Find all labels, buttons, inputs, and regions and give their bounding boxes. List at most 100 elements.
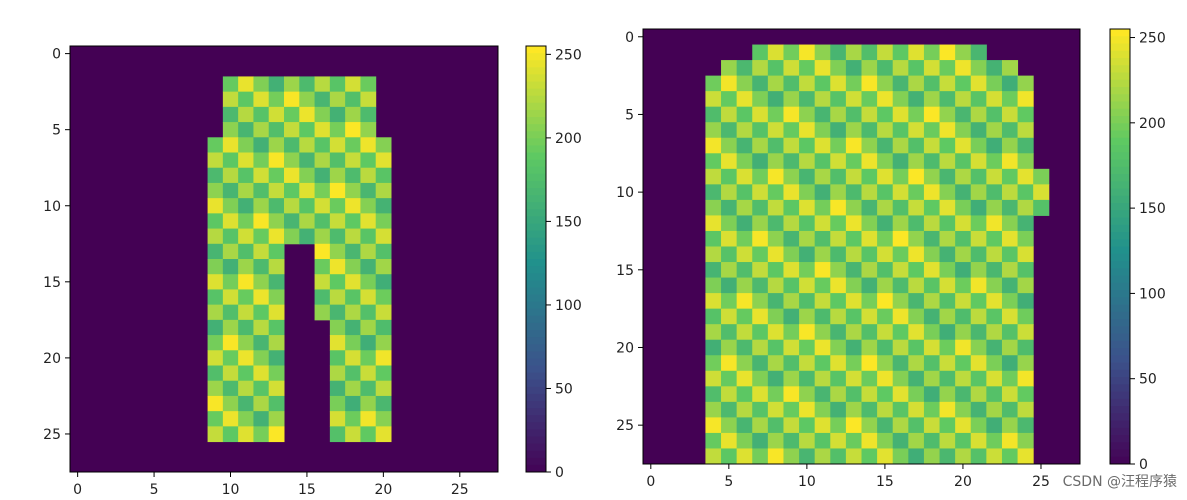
colorbar-segment: [526, 358, 546, 366]
heatmap-cell: [939, 324, 956, 341]
heatmap-cell: [986, 355, 1003, 372]
heatmap-cell: [345, 289, 361, 306]
heatmap-cell: [767, 339, 784, 356]
heatmap-cell: [238, 350, 254, 366]
heatmap-cell: [752, 75, 769, 92]
heatmap-cell: [238, 228, 254, 245]
heatmap-cell: [908, 168, 925, 185]
heatmap-cell: [861, 308, 878, 325]
heatmap-cell: [892, 401, 909, 418]
heatmap-cell: [861, 324, 878, 341]
heatmap-cell: [970, 432, 987, 449]
heatmap-cell: [329, 91, 346, 108]
heatmap-cell: [207, 395, 224, 412]
heatmap-cell: [814, 432, 831, 449]
heatmap-cell: [314, 198, 331, 214]
heatmap-cell: [908, 262, 925, 279]
heatmap-cell: [345, 122, 361, 138]
heatmap-cell: [360, 106, 377, 123]
y-tick-label: 0: [52, 47, 61, 63]
heatmap-cell: [783, 168, 800, 185]
heatmap-cell: [360, 76, 377, 93]
heatmap-cell: [329, 76, 346, 93]
heatmap-cell: [314, 259, 331, 275]
heatmap-cell: [783, 199, 800, 216]
heatmap-cell: [705, 262, 722, 279]
heatmap-cell: [939, 44, 956, 61]
colorbar-frame: [525, 45, 547, 473]
heatmap-cell: [705, 324, 722, 341]
heatmap-cell: [360, 259, 377, 275]
heatmap-cell: [222, 395, 239, 412]
heatmap-cell: [845, 44, 862, 61]
heatmap-cell: [752, 91, 769, 108]
heatmap-cell: [970, 199, 987, 216]
heatmap-cell: [238, 380, 254, 397]
heatmap-cell: [923, 168, 941, 185]
heatmap-cell: [955, 277, 972, 294]
heatmap-cell: [892, 386, 909, 403]
heatmap-cell: [892, 168, 909, 185]
heatmap-cell: [892, 91, 909, 108]
colorbar-segment: [526, 81, 546, 90]
heatmap-cell: [814, 386, 831, 403]
heatmap-cell: [814, 153, 831, 170]
heatmap-cell: [721, 417, 738, 434]
heatmap-cell: [939, 277, 956, 294]
colorbar-segment: [526, 259, 546, 267]
heatmap-cell: [253, 91, 270, 108]
heatmap-cell: [939, 293, 956, 310]
heatmap-cell: [767, 401, 784, 418]
heatmap-cell: [222, 259, 239, 275]
colorbar-segment: [526, 46, 546, 54]
heatmap-cell: [970, 44, 987, 61]
colorbar-segment: [526, 67, 546, 75]
colorbar-tick-label: 50: [555, 381, 573, 397]
heatmap-cell: [955, 262, 972, 279]
heatmap-cell: [360, 365, 377, 382]
heatmap-cell: [767, 308, 784, 325]
heatmap-cell: [908, 60, 925, 77]
heatmap-cell: [1001, 230, 1019, 247]
heatmap-cell: [752, 324, 769, 341]
heatmap-cell: [783, 417, 800, 434]
colorbar-segment: [526, 379, 546, 388]
heatmap-cell: [253, 319, 270, 336]
heatmap-cell: [877, 355, 894, 372]
heatmap-cell: [721, 293, 738, 310]
heatmap-cell: [939, 215, 956, 232]
heatmap-cell: [955, 91, 972, 108]
heatmap-cell: [830, 91, 847, 108]
heatmap-cell: [767, 370, 784, 387]
heatmap-cell: [970, 153, 987, 170]
colorbar-segment: [526, 280, 546, 288]
heatmap-cell: [360, 213, 377, 230]
heatmap-cell: [329, 182, 346, 199]
heatmap-cell: [207, 167, 224, 184]
heatmap-cell: [877, 60, 894, 77]
heatmap-cell: [721, 137, 738, 154]
heatmap-cell: [268, 395, 285, 412]
colorbar-segment: [1110, 43, 1130, 52]
heatmap-cell: [861, 230, 878, 247]
colorbar-segment: [1110, 195, 1130, 204]
colorbar-segment: [526, 88, 546, 97]
heatmap-cell: [375, 335, 392, 351]
heatmap-cell: [1001, 137, 1019, 154]
heatmap-cell: [877, 106, 894, 123]
heatmap-cell: [705, 122, 722, 139]
heatmap-cell: [955, 199, 972, 216]
heatmap-cell: [314, 228, 331, 245]
heatmap-cell: [861, 199, 878, 216]
heatmap-cell: [908, 230, 925, 247]
heatmap-cell: [1017, 230, 1034, 247]
heatmap-cell: [329, 319, 346, 336]
heatmap-cell: [736, 91, 753, 108]
colorbar-segment: [1110, 377, 1130, 385]
colorbar-segment: [526, 393, 546, 402]
heatmap-cell: [721, 168, 738, 185]
colorbar-segment: [1110, 398, 1130, 407]
heatmap-cell: [736, 370, 753, 387]
heatmap-cell: [892, 246, 909, 263]
heatmap-cell: [861, 417, 878, 434]
